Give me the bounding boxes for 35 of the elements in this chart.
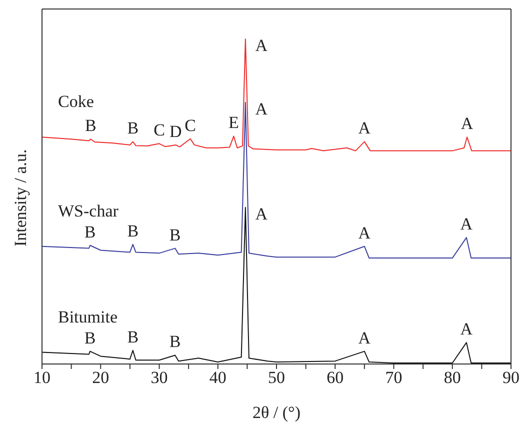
annotation: A — [358, 328, 372, 348]
y-axis-title: Intensity / a.u. — [11, 149, 30, 246]
x-tick-label: 70 — [385, 368, 402, 388]
series-label: WS-char — [58, 201, 119, 220]
annotation: A — [460, 320, 474, 339]
annotation: A — [255, 204, 268, 224]
annotation: A — [255, 36, 268, 55]
x-tick-label: 30 — [150, 368, 168, 388]
annotation: B — [127, 118, 139, 138]
annotation: C — [184, 116, 196, 135]
annotation: A — [460, 214, 474, 234]
x-axis-title: 2θ / (°) — [252, 403, 300, 422]
annotation: B — [127, 327, 139, 346]
annotation: B — [84, 116, 96, 136]
x-tick-label: 50 — [268, 368, 285, 388]
annotation: C — [154, 120, 165, 140]
x-tick-label: 20 — [92, 368, 110, 388]
x-tick-label: 60 — [326, 368, 344, 388]
annotation: B — [127, 221, 139, 240]
annotation: D — [170, 122, 182, 141]
annotation: B — [84, 328, 96, 348]
annotation: B — [169, 332, 181, 352]
x-tick-label: 80 — [444, 368, 461, 388]
annotation: A — [460, 114, 474, 134]
x-tick-label: 10 — [34, 368, 50, 388]
series-label: Bitumite — [58, 307, 118, 326]
annotation: B — [169, 225, 181, 244]
annotation: A — [255, 99, 268, 118]
x-tick-label: 90 — [502, 368, 520, 388]
annotation: A — [358, 223, 372, 242]
x-tick-label: 40 — [209, 368, 226, 388]
annotation: B — [84, 222, 96, 242]
series-label: Coke — [58, 92, 94, 112]
annotation: E — [228, 113, 239, 132]
annotation: A — [358, 118, 372, 138]
